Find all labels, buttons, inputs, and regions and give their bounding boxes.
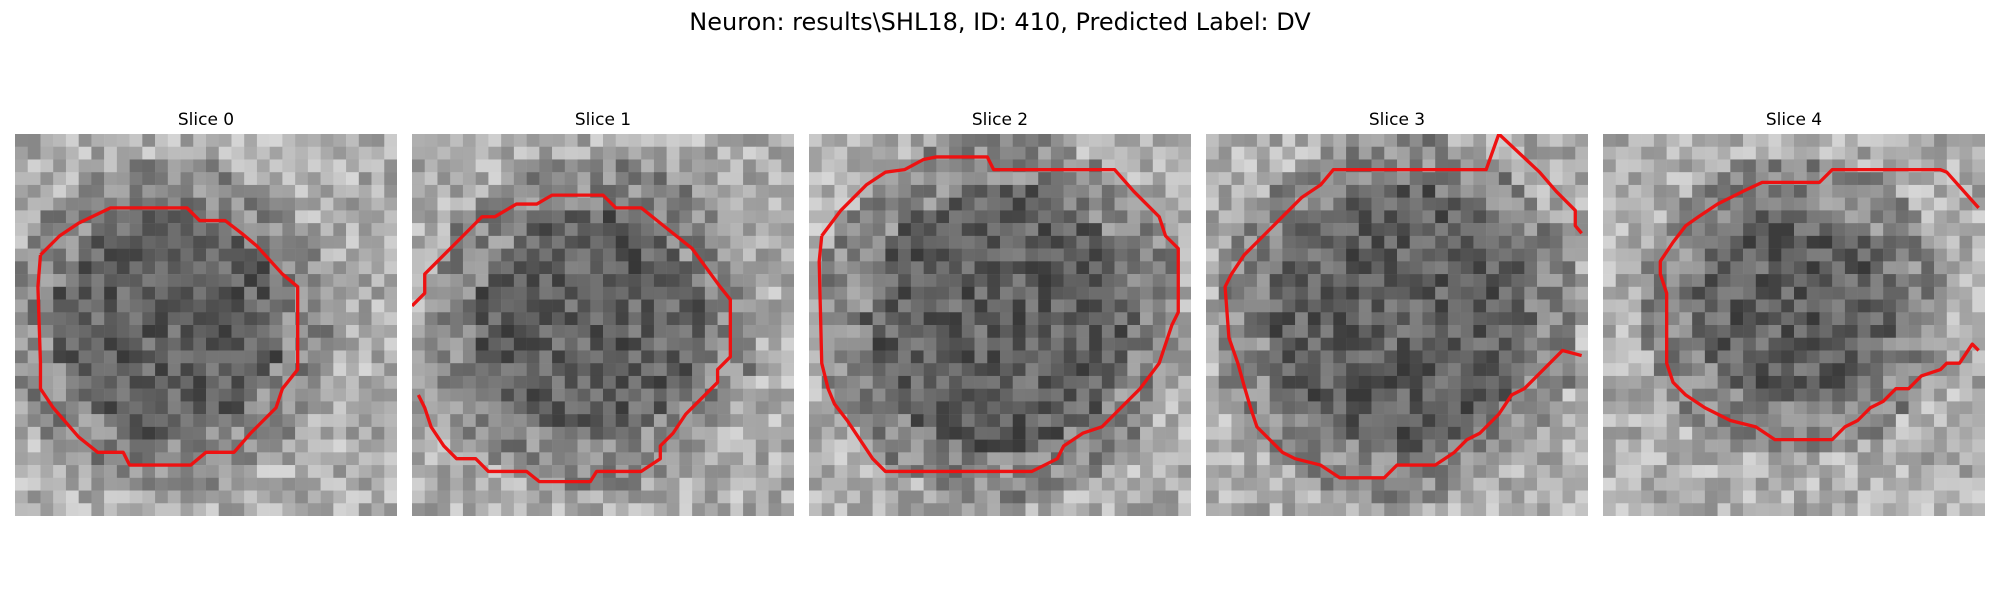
slice-title-4: Slice 4 [1765,110,1823,130]
slice-panel-1: Slice 1 [412,106,794,516]
slice-panel-4: Slice 4 [1603,106,1985,516]
slice-panel-2: Slice 2 [809,106,1191,516]
slice-title-0: Slice 0 [177,110,235,130]
figure-title: Neuron: results\SHL18, ID: 410, Predicte… [689,8,1311,36]
segmentation-contour [817,155,1180,474]
slice-panel-0: Slice 0 [15,106,397,516]
micrograph-pixels [15,134,397,516]
segmentation-contour [36,206,300,467]
micrograph-pixels [1206,134,1588,516]
slice-image-2 [809,134,1191,516]
slice-title-1: Slice 1 [574,110,632,130]
micrograph-pixels [809,134,1191,516]
segmentation-contour [1223,134,1583,480]
micrograph-pixels [1603,134,1985,516]
slice-title-3: Slice 3 [1368,110,1426,130]
slice-image-3 [1206,134,1588,516]
slice-image-0 [15,134,397,516]
slice-panel-3: Slice 3 [1206,106,1588,516]
slice-image-1 [412,134,794,516]
segmentation-contour [412,193,732,484]
slice-title-2: Slice 2 [971,110,1029,130]
slice-image-4 [1603,134,1985,516]
micrograph-pixels [412,134,794,516]
segmentation-contour [1658,167,1980,442]
